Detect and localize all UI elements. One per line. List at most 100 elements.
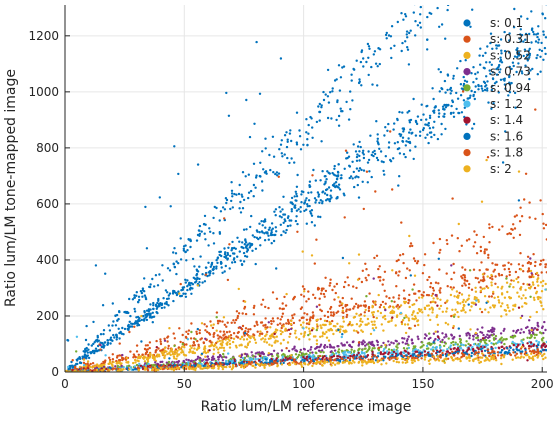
data-point — [436, 346, 438, 348]
data-point — [420, 119, 422, 121]
data-point — [487, 344, 489, 346]
data-point — [170, 205, 172, 207]
data-point — [194, 338, 196, 340]
data-point — [312, 169, 314, 171]
data-point — [515, 271, 517, 273]
data-point — [239, 338, 241, 340]
data-point — [437, 336, 439, 338]
data-point — [408, 131, 410, 133]
data-point — [311, 215, 313, 217]
data-point — [344, 281, 346, 283]
data-point — [338, 348, 340, 350]
data-point — [99, 344, 101, 346]
data-point — [208, 349, 210, 351]
data-point — [358, 352, 360, 354]
data-point — [238, 288, 240, 290]
data-point — [311, 137, 313, 139]
data-point — [156, 308, 158, 310]
data-point — [234, 261, 236, 263]
data-point — [320, 140, 322, 142]
data-point — [330, 117, 332, 119]
data-point — [441, 341, 443, 343]
data-point — [302, 321, 304, 323]
data-point — [430, 131, 432, 133]
data-point — [353, 186, 355, 188]
data-point — [482, 273, 484, 275]
data-point — [288, 329, 290, 331]
data-point — [324, 296, 326, 298]
data-point — [155, 274, 157, 276]
data-point — [356, 323, 358, 325]
data-point — [521, 305, 523, 307]
data-point — [387, 123, 389, 125]
data-point — [374, 50, 376, 52]
data-point — [273, 156, 275, 158]
data-point — [427, 342, 429, 344]
data-point — [475, 78, 477, 80]
data-point — [275, 226, 277, 228]
data-point — [501, 346, 503, 348]
data-point — [490, 274, 492, 276]
data-point — [225, 92, 227, 94]
data-point — [382, 353, 384, 355]
data-point — [481, 311, 483, 313]
data-point — [199, 329, 201, 331]
data-point — [157, 284, 159, 286]
data-point — [133, 326, 135, 328]
data-point — [420, 26, 422, 28]
data-point — [407, 137, 409, 139]
data-point — [533, 299, 535, 301]
data-point — [369, 135, 371, 137]
data-point — [457, 358, 459, 360]
data-point — [426, 38, 428, 40]
data-point — [294, 349, 296, 351]
data-point — [240, 359, 242, 361]
data-point — [124, 328, 126, 330]
data-point — [322, 333, 324, 335]
data-point — [446, 9, 448, 11]
data-point — [522, 265, 524, 267]
data-point — [306, 322, 308, 324]
data-point — [440, 349, 442, 351]
data-point — [542, 213, 544, 215]
data-point — [367, 57, 369, 59]
data-point — [542, 280, 544, 282]
data-point — [367, 318, 369, 320]
data-point — [385, 303, 387, 305]
data-point — [410, 242, 412, 244]
data-point — [361, 49, 363, 51]
data-point — [342, 257, 344, 259]
data-point — [145, 298, 147, 300]
data-point — [245, 175, 247, 177]
data-point — [314, 262, 316, 264]
data-point — [311, 209, 313, 211]
data-point — [508, 349, 510, 351]
data-point — [251, 250, 253, 252]
data-point — [353, 329, 355, 331]
data-point — [495, 359, 497, 361]
data-point — [482, 280, 484, 282]
data-point — [470, 305, 472, 307]
data-point — [146, 314, 148, 316]
data-point — [335, 312, 337, 314]
data-point — [432, 287, 434, 289]
data-point — [445, 322, 447, 324]
data-point — [227, 322, 229, 324]
data-point — [323, 99, 325, 101]
data-point — [238, 241, 240, 243]
data-point — [337, 351, 339, 353]
data-point — [454, 309, 456, 311]
data-point — [291, 359, 293, 361]
data-point — [152, 312, 154, 314]
data-point — [450, 344, 452, 346]
data-point — [134, 361, 136, 363]
data-point — [268, 239, 270, 241]
data-point — [284, 134, 286, 136]
data-point — [367, 150, 369, 152]
data-point — [327, 198, 329, 200]
data-point — [118, 310, 120, 312]
data-point — [414, 325, 416, 327]
data-point — [330, 364, 332, 366]
data-point — [484, 82, 486, 84]
data-point — [255, 41, 257, 43]
